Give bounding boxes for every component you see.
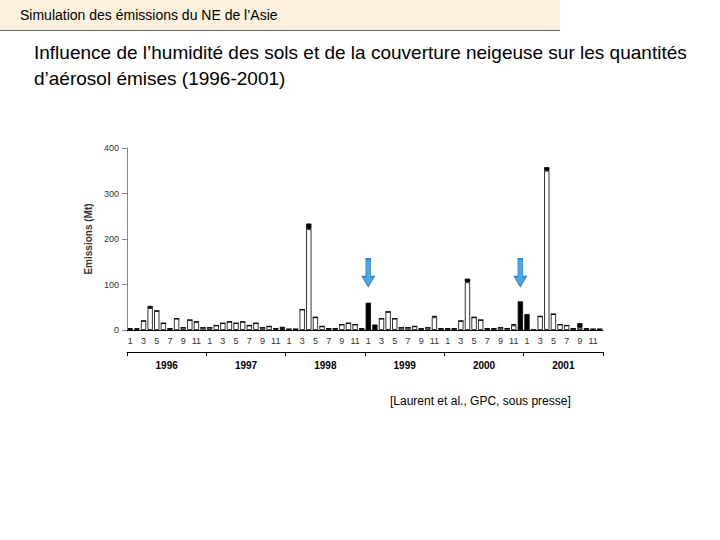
svg-text:1: 1: [366, 336, 371, 346]
svg-text:1999: 1999: [394, 360, 417, 371]
svg-text:11: 11: [192, 336, 201, 346]
svg-text:400: 400: [104, 143, 119, 153]
svg-text:1: 1: [286, 336, 291, 346]
svg-text:9: 9: [577, 336, 582, 346]
svg-text:3: 3: [379, 336, 384, 346]
svg-text:9: 9: [419, 336, 424, 346]
svg-text:7: 7: [247, 336, 252, 346]
svg-text:3: 3: [300, 336, 305, 346]
svg-text:11: 11: [509, 336, 518, 346]
svg-text:3: 3: [538, 336, 543, 346]
svg-text:1: 1: [128, 336, 133, 346]
svg-text:7: 7: [564, 336, 569, 346]
svg-text:9: 9: [260, 336, 265, 346]
svg-text:2000: 2000: [473, 360, 496, 371]
svg-text:1: 1: [524, 336, 529, 346]
svg-text:1996: 1996: [156, 360, 179, 371]
svg-text:11: 11: [430, 336, 439, 346]
svg-text:9: 9: [498, 336, 503, 346]
html-text:Simulation des émissions du NE: Simulation des émissions du NE de l’Asie: [20, 7, 278, 23]
svg-text:11: 11: [271, 336, 280, 346]
svg-text:5: 5: [234, 336, 239, 346]
svg-text:11: 11: [350, 336, 359, 346]
svg-text:100: 100: [104, 280, 119, 290]
svg-text:9: 9: [339, 336, 344, 346]
svg-text:1: 1: [445, 336, 450, 346]
svg-text:9: 9: [181, 336, 186, 346]
svg-text:7: 7: [167, 336, 172, 346]
svg-text:3: 3: [141, 336, 146, 346]
svg-text:1997: 1997: [235, 360, 258, 371]
svg-text:5: 5: [313, 336, 318, 346]
svg-text:5: 5: [154, 336, 159, 346]
svg-text:0: 0: [114, 325, 119, 335]
svg-text:5: 5: [472, 336, 477, 346]
svg-text:5: 5: [551, 336, 556, 346]
svg-text:11: 11: [588, 336, 597, 346]
svg-text:7: 7: [485, 336, 490, 346]
svg-text:2001: 2001: [552, 360, 575, 371]
svg-text:300: 300: [104, 189, 119, 199]
html-text:Influence de l’humidité des so: Influence de l’humidité des sols et de l…: [34, 42, 687, 89]
html-text:[Laurent et al., GPC, sous pre: [Laurent et al., GPC, sous presse]: [390, 394, 571, 408]
svg-text:5: 5: [392, 336, 397, 346]
svg-text:3: 3: [220, 336, 225, 346]
svg-text:1998: 1998: [314, 360, 337, 371]
svg-text:1: 1: [207, 336, 212, 346]
svg-text:7: 7: [405, 336, 410, 346]
svg-text:3: 3: [458, 336, 463, 346]
svg-text:200: 200: [104, 234, 119, 244]
svg-text:7: 7: [326, 336, 331, 346]
svg-text:Emissions (Mt): Emissions (Mt): [83, 203, 94, 274]
